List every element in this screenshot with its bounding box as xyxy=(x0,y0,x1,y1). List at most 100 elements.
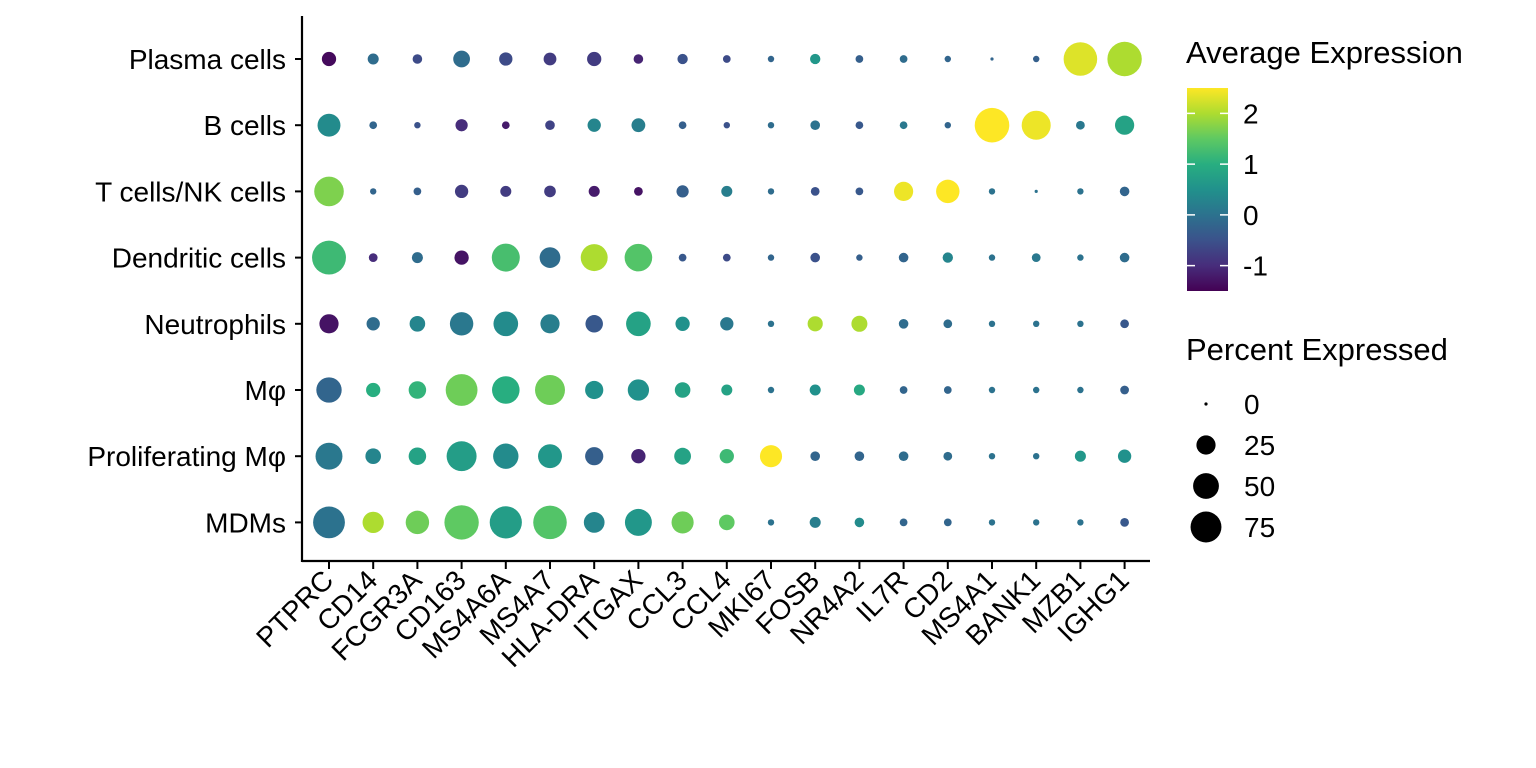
dot-ccl4-row4 xyxy=(720,317,734,331)
dot-cd2-row3 xyxy=(942,252,953,263)
dot-il7r-row3 xyxy=(898,252,909,263)
dot-mki67-row6 xyxy=(759,445,783,468)
dot-ighg1-row7 xyxy=(1120,518,1129,527)
dot-cd14-row2 xyxy=(370,188,377,195)
dot-ccl3-row2 xyxy=(676,185,689,198)
dot-bank1-row1 xyxy=(1021,110,1051,140)
dot-ighg1-row1 xyxy=(1115,115,1135,135)
dot-ms4a7-row5 xyxy=(535,375,565,405)
dot-ms4a6a-row2 xyxy=(500,185,512,197)
size-key-dot xyxy=(1196,435,1216,455)
dot-hla-dra-row7 xyxy=(583,512,605,533)
dot-itgax-row6 xyxy=(631,449,646,464)
dot-ccl4-row5 xyxy=(721,384,733,396)
dot-ccl4-row3 xyxy=(722,253,731,262)
dot-ms4a7-row0 xyxy=(543,52,557,66)
dot-itgax-row2 xyxy=(634,187,643,196)
size-key-dot xyxy=(1204,402,1208,406)
dot-mzb1-row1 xyxy=(1076,120,1085,130)
dot-mzb1-row7 xyxy=(1077,519,1084,526)
dot-bank1-row0 xyxy=(1033,55,1040,63)
dot-ccl3-row5 xyxy=(674,382,691,398)
dot-cd14-row0 xyxy=(367,53,379,65)
dot-cd163-row2 xyxy=(454,184,469,199)
dot-fosb-row6 xyxy=(810,451,820,462)
y-tick-label: Mφ xyxy=(245,375,286,406)
dot-il7r-row5 xyxy=(899,386,908,394)
dot-cd163-row5 xyxy=(445,374,478,406)
dot-bank1-row7 xyxy=(1033,519,1040,526)
dot-ccl3-row6 xyxy=(674,447,691,465)
dot-mki67-row3 xyxy=(767,254,775,261)
dot-hla-dra-row1 xyxy=(587,118,601,132)
dot-cd14-row1 xyxy=(369,121,378,130)
dot-ms4a6a-row6 xyxy=(493,443,519,469)
dot-cd2-row7 xyxy=(943,518,952,527)
dot-ms4a1-row5 xyxy=(988,386,996,394)
dot-cd2-row2 xyxy=(936,179,960,204)
dot-fcgr3a-row4 xyxy=(409,316,426,332)
y-tick-label: MDMs xyxy=(205,507,286,538)
dot-cd2-row6 xyxy=(943,451,953,461)
dot-nr4a2-row7 xyxy=(854,517,865,528)
dot-mzb1-row2 xyxy=(1077,188,1084,195)
dot-ms4a7-row6 xyxy=(538,444,562,469)
dot-ms4a6a-row1 xyxy=(501,121,510,130)
color-bar xyxy=(1187,88,1228,291)
dot-mzb1-row3 xyxy=(1077,254,1084,261)
dot-ccl4-row2 xyxy=(721,185,733,197)
dot-ms4a7-row2 xyxy=(544,185,556,198)
size-legend: Percent Expressed 0 25 50 75 xyxy=(1186,332,1448,543)
dot-mki67-row2 xyxy=(767,188,775,195)
y-tick-label: T cells/NK cells xyxy=(95,176,286,207)
dot-ighg1-row3 xyxy=(1119,252,1130,263)
dot-hla-dra-row6 xyxy=(585,447,604,466)
x-axis: PTPRCCD14FCGR3ACD163MS4A6AMS4A7HLA-DRAIT… xyxy=(250,561,1135,673)
dot-cd14-row4 xyxy=(366,317,380,331)
dot-itgax-row5 xyxy=(627,379,650,401)
dot-nr4a2-row2 xyxy=(855,187,864,196)
size-key-label: 0 xyxy=(1244,389,1260,420)
dot-cd14-row5 xyxy=(366,382,381,398)
dot-fosb-row3 xyxy=(810,252,820,263)
dot-ccl4-row7 xyxy=(719,514,735,531)
dot-ms4a1-row7 xyxy=(988,519,996,526)
dot-ms4a1-row4 xyxy=(988,320,996,327)
y-tick-label: Proliferating Mφ xyxy=(87,441,286,472)
dot-ccl3-row3 xyxy=(678,253,687,262)
dot-bank1-row3 xyxy=(1031,253,1041,262)
size-key-dot xyxy=(1190,511,1222,543)
dot-il7r-row4 xyxy=(898,319,909,329)
dot-bank1-row5 xyxy=(1033,386,1040,394)
dot-hla-dra-row4 xyxy=(585,315,603,333)
dot-ms4a1-row3 xyxy=(988,254,996,261)
y-tick-label: Neutrophils xyxy=(144,309,286,340)
dot-nr4a2-row6 xyxy=(854,451,865,462)
dot-fosb-row5 xyxy=(809,384,821,396)
dot-il7r-row2 xyxy=(894,181,914,201)
dot-hla-dra-row2 xyxy=(588,185,600,197)
dot-ptprc-row7 xyxy=(313,506,345,539)
dot-mki67-row1 xyxy=(767,122,775,129)
dot-fcgr3a-row5 xyxy=(408,381,427,399)
dot-ms4a1-row6 xyxy=(988,453,996,460)
dot-cd163-row0 xyxy=(453,50,470,68)
dot-fosb-row4 xyxy=(807,316,823,332)
dot-ccl3-row0 xyxy=(677,53,688,65)
dot-fosb-row7 xyxy=(809,516,821,528)
dot-cd14-row7 xyxy=(362,511,384,534)
dot-fcgr3a-row1 xyxy=(414,122,421,129)
dot-ptprc-row6 xyxy=(315,442,343,470)
dot-ccl4-row1 xyxy=(723,122,730,129)
dot-nr4a2-row5 xyxy=(853,384,865,396)
dot-ighg1-row4 xyxy=(1120,319,1129,329)
dot-cd14-row6 xyxy=(365,448,381,464)
dot-cd14-row3 xyxy=(368,253,378,262)
dot-mzb1-row0 xyxy=(1063,42,1098,76)
dot-fosb-row1 xyxy=(810,120,820,130)
dot-ptprc-row1 xyxy=(317,113,341,137)
y-tick-label: Dendritic cells xyxy=(112,243,286,274)
dot-mzb1-row5 xyxy=(1077,386,1084,394)
dot-ighg1-row0 xyxy=(1107,41,1142,77)
dot-itgax-row1 xyxy=(631,118,646,133)
